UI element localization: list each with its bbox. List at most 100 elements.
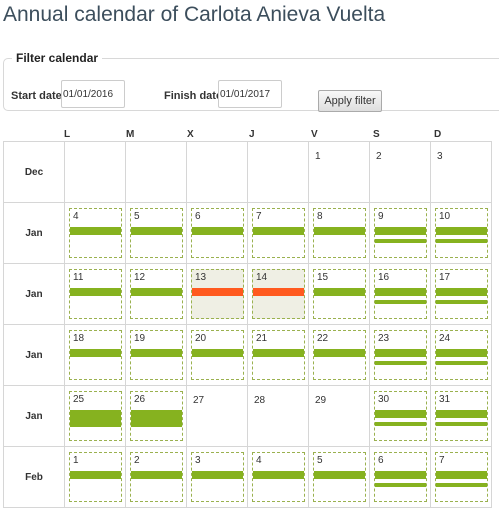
- workday-box[interactable]: 3: [191, 452, 244, 502]
- day-cell[interactable]: 27: [186, 385, 248, 447]
- finish-date-input[interactable]: [218, 80, 282, 108]
- day-cell[interactable]: 22: [308, 324, 370, 386]
- day-cell[interactable]: 9: [369, 202, 431, 264]
- workday-box[interactable]: 26: [130, 391, 183, 441]
- day-cell[interactable]: 15: [308, 263, 370, 325]
- schedule-bar: [314, 288, 365, 296]
- workday-box[interactable]: 30: [374, 391, 427, 441]
- workday-box[interactable]: 23: [374, 330, 427, 380]
- absence-day-box[interactable]: 14: [252, 269, 305, 319]
- day-cell[interactable]: 13: [186, 263, 248, 325]
- workday-box[interactable]: 7: [252, 208, 305, 258]
- day-cell[interactable]: 7: [430, 446, 492, 508]
- day-cell[interactable]: 4: [247, 446, 309, 508]
- day-cell[interactable]: 25: [64, 385, 126, 447]
- day-cell[interactable]: 4: [64, 202, 126, 264]
- workday-box[interactable]: 4: [252, 452, 305, 502]
- day-number: 30: [378, 394, 390, 405]
- weekday-header: M: [126, 129, 135, 140]
- schedule-bar: [436, 288, 487, 296]
- workday-box[interactable]: 18: [69, 330, 122, 380]
- workday-box[interactable]: 31: [435, 391, 488, 441]
- day-cell[interactable]: 18: [64, 324, 126, 386]
- day-cell[interactable]: 23: [369, 324, 431, 386]
- day-cell[interactable]: 3: [430, 141, 492, 203]
- day-number: 16: [378, 272, 390, 283]
- workday-box[interactable]: 6: [191, 208, 244, 258]
- day-cell[interactable]: 19: [125, 324, 187, 386]
- workday-box[interactable]: 15: [313, 269, 366, 319]
- workday-box[interactable]: 7: [435, 452, 488, 502]
- day-cell[interactable]: 3: [186, 446, 248, 508]
- day-number: 8: [317, 211, 323, 222]
- day-cell[interactable]: 20: [186, 324, 248, 386]
- day-number: 19: [134, 333, 146, 344]
- workday-box[interactable]: 5: [313, 452, 366, 502]
- day-cell[interactable]: 10: [430, 202, 492, 264]
- schedule-bar: [314, 471, 365, 479]
- calendar-grid: Dec 1 2 3 Jan 4 5 6 7 8 9 10 Jan 11 12 13 14 15 16 17 Jan 18 1…: [3, 141, 492, 508]
- workday-box[interactable]: 6: [374, 452, 427, 502]
- workday-box[interactable]: 1: [69, 452, 122, 502]
- schedule-bar: [436, 471, 487, 479]
- workday-box[interactable]: 10: [435, 208, 488, 258]
- workday-box[interactable]: 17: [435, 269, 488, 319]
- workday-box[interactable]: 12: [130, 269, 183, 319]
- day-cell[interactable]: 31: [430, 385, 492, 447]
- day-cell[interactable]: 2: [369, 141, 431, 203]
- workday-box[interactable]: 9: [374, 208, 427, 258]
- weekday-header: S: [373, 129, 380, 140]
- absence-day-box[interactable]: 13: [191, 269, 244, 319]
- day-cell[interactable]: 29: [308, 385, 370, 447]
- workday-box[interactable]: 21: [252, 330, 305, 380]
- day-cell[interactable]: 17: [430, 263, 492, 325]
- month-label: Feb: [3, 446, 65, 508]
- day-cell[interactable]: 26: [125, 385, 187, 447]
- day-cell[interactable]: 2: [125, 446, 187, 508]
- day-cell[interactable]: 24: [430, 324, 492, 386]
- workday-box[interactable]: 8: [313, 208, 366, 258]
- schedule-bar: [436, 410, 487, 418]
- workday-box[interactable]: 5: [130, 208, 183, 258]
- day-cell[interactable]: 28: [247, 385, 309, 447]
- day-cell[interactable]: 5: [125, 202, 187, 264]
- day-number: 18: [73, 333, 85, 344]
- day-cell[interactable]: 16: [369, 263, 431, 325]
- filter-legend: Filter calendar: [16, 51, 99, 65]
- day-cell[interactable]: 1: [64, 446, 126, 508]
- day-cell[interactable]: 7: [247, 202, 309, 264]
- schedule-line: [436, 300, 487, 304]
- day-number: 31: [439, 394, 451, 405]
- day-number: 2: [134, 455, 140, 466]
- apply-filter-button[interactable]: Apply filter: [318, 90, 382, 112]
- day-cell[interactable]: 14: [247, 263, 309, 325]
- day-cell[interactable]: 21: [247, 324, 309, 386]
- day-cell[interactable]: 12: [125, 263, 187, 325]
- workday-box[interactable]: 20: [191, 330, 244, 380]
- workday-box[interactable]: 2: [130, 452, 183, 502]
- day-cell[interactable]: 11: [64, 263, 126, 325]
- workday-box[interactable]: 19: [130, 330, 183, 380]
- workday-box[interactable]: 24: [435, 330, 488, 380]
- workday-box[interactable]: 16: [374, 269, 427, 319]
- page-title: Annual calendar of Carlota Anieva Vuelta: [3, 3, 386, 26]
- schedule-bar: [375, 471, 426, 479]
- workday-box[interactable]: 22: [313, 330, 366, 380]
- week-row: Jan 4 5 6 7 8 9 10: [3, 202, 492, 264]
- day-number: 7: [439, 455, 445, 466]
- day-cell[interactable]: 6: [186, 202, 248, 264]
- day-cell[interactable]: 1: [308, 141, 370, 203]
- schedule-bar: [375, 410, 426, 418]
- day-cell[interactable]: 6: [369, 446, 431, 508]
- schedule-bar: [70, 227, 121, 235]
- month-label: Dec: [3, 141, 65, 203]
- day-cell[interactable]: 30: [369, 385, 431, 447]
- day-cell[interactable]: 8: [308, 202, 370, 264]
- workday-box[interactable]: 4: [69, 208, 122, 258]
- workday-box[interactable]: 11: [69, 269, 122, 319]
- schedule-bar: [375, 288, 426, 296]
- day-cell[interactable]: 5: [308, 446, 370, 508]
- start-date-input[interactable]: [61, 80, 125, 108]
- day-cell: [125, 141, 187, 203]
- workday-box[interactable]: 25: [69, 391, 122, 441]
